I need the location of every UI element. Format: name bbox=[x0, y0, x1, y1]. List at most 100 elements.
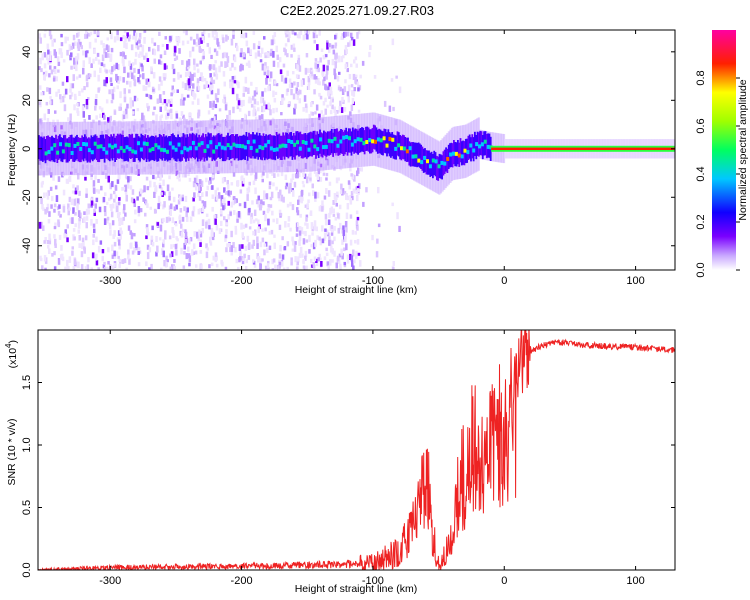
spectrogram-noise-cell bbox=[230, 245, 234, 252]
spectrogram-signal-core bbox=[319, 129, 321, 154]
spectrogram-noise-cell bbox=[306, 33, 309, 40]
spectrogram-noise-cell bbox=[300, 189, 304, 196]
spectrogram-noise-cell bbox=[286, 30, 289, 35]
spectrogram-noise-cell bbox=[269, 109, 272, 116]
spectrogram-noise-cell bbox=[282, 267, 286, 270]
spectrogram-signal-peak bbox=[301, 140, 305, 144]
spectrogram-noise-cell bbox=[74, 60, 77, 68]
spectrogram-noise-cell bbox=[147, 106, 150, 112]
spectrogram-noise-cell bbox=[209, 241, 213, 246]
spectrogram-noise-cell bbox=[298, 196, 302, 203]
spectrogram-noise-cell bbox=[211, 235, 215, 241]
spectrogram-noise-cell bbox=[50, 99, 54, 106]
spectrogram-signal-peak bbox=[293, 142, 297, 147]
spectrogram-noise-cell bbox=[100, 107, 104, 112]
spectrogram-noise-cell bbox=[38, 66, 41, 70]
spectrogram-signal-core bbox=[332, 132, 334, 157]
spectrogram-signal-peak bbox=[67, 143, 71, 148]
spectrogram-noise-cell bbox=[341, 190, 344, 196]
spectrogram-noise-cell bbox=[148, 267, 151, 270]
spectrogram-noise-cell bbox=[54, 185, 58, 190]
spectrogram-noise-cell bbox=[80, 45, 83, 50]
spectrogram-noise-cell bbox=[272, 182, 275, 187]
spectrogram-noise-cell bbox=[223, 96, 227, 104]
spectrogram-signal-core bbox=[90, 135, 93, 160]
snr-x-tick-label: -100 bbox=[362, 575, 384, 587]
spectrogram-noise-cell bbox=[350, 191, 354, 196]
spectrogram-noise-cell bbox=[189, 79, 192, 86]
spectrogram-noise-cell bbox=[223, 81, 226, 87]
spectrogram-noise-cell bbox=[192, 83, 195, 89]
colorbar-gradient bbox=[712, 30, 736, 270]
spectrogram-signal-peak bbox=[440, 160, 444, 165]
spectrogram-noise-cell bbox=[206, 43, 210, 47]
spectrogram-noise-cell bbox=[158, 201, 162, 207]
spectrogram-noise-cell bbox=[198, 229, 201, 235]
spectrogram-noise-cell bbox=[269, 71, 273, 79]
spectrogram-noise-cell bbox=[345, 193, 348, 200]
spectrogram-noise-cell bbox=[163, 99, 167, 104]
spectrogram-noise-cell bbox=[239, 256, 242, 260]
spectrogram-noise-cell bbox=[118, 106, 121, 111]
spectrogram-noise-cell bbox=[270, 48, 273, 56]
spectrogram-noise-cell bbox=[59, 214, 62, 218]
spectrogram-noise-cell bbox=[197, 235, 200, 242]
spectrogram-noise-cell bbox=[213, 72, 216, 77]
spectrogram-signal-core bbox=[81, 135, 84, 160]
spectrogram-noise-cell bbox=[132, 111, 135, 115]
spectrogram-noise-cell bbox=[177, 74, 180, 80]
spectrogram-noise-cell bbox=[392, 106, 395, 112]
spectrogram-noise-cell bbox=[275, 107, 278, 113]
colorbar-label: Normalized spectral amplitude bbox=[737, 79, 749, 220]
spectrogram-noise-cell bbox=[56, 56, 60, 62]
spectrogram-noise-cell bbox=[344, 221, 348, 228]
spectrogram-noise-cell bbox=[223, 187, 226, 193]
spectrogram-signal-core bbox=[156, 137, 158, 162]
spectrogram-noise-cell bbox=[130, 232, 134, 240]
spectrogram-noise-cell bbox=[354, 240, 357, 244]
spectrogram-noise-cell bbox=[247, 110, 251, 117]
spectrogram-noise-cell bbox=[68, 207, 71, 211]
spectrogram-noise-cell bbox=[315, 34, 318, 39]
spectrogram-noise-cell bbox=[232, 199, 235, 206]
spectrogram-signal-core bbox=[141, 135, 144, 160]
spectrogram-noise-cell bbox=[143, 55, 146, 60]
spectrogram-noise-cell bbox=[73, 104, 76, 111]
spectrogram-noise-cell bbox=[351, 260, 354, 267]
spectrogram-signal-core bbox=[302, 134, 304, 159]
spectrogram-noise-cell bbox=[333, 236, 336, 242]
spectrogram-noise-cell bbox=[212, 64, 216, 71]
spectrogram-noise-cell bbox=[165, 65, 168, 70]
spectrogram-noise-cell bbox=[335, 196, 338, 200]
spectrogram-noise-cell bbox=[233, 56, 237, 63]
spectrogram-noise-cell bbox=[323, 237, 326, 241]
spectrogram-signal-peak bbox=[180, 150, 184, 155]
spectrogram-noise-cell bbox=[141, 65, 144, 72]
spectrogram-noise-cell bbox=[258, 115, 261, 120]
spectrogram-signal-peak bbox=[183, 146, 187, 151]
spectrogram-noise-cell bbox=[125, 176, 129, 180]
spectrogram-noise-cell bbox=[286, 203, 290, 208]
spectrogram-noise-cell bbox=[234, 225, 237, 230]
spectrogram-noise-cell bbox=[242, 33, 246, 39]
spectrogram-noise-cell bbox=[74, 212, 77, 216]
spectrogram-noise-cell bbox=[325, 229, 329, 235]
spectrogram-noise-cell bbox=[351, 229, 355, 235]
spectrogram-noise-cell bbox=[259, 59, 263, 63]
spectrogram-signal-core bbox=[275, 132, 278, 157]
spectrogram-signal-core bbox=[417, 142, 420, 167]
spectrogram-noise-cell bbox=[40, 92, 43, 96]
spectrogram-noise-cell bbox=[215, 32, 218, 39]
spectrogram-noise-cell bbox=[341, 253, 344, 260]
spectrogram-noise-cell bbox=[61, 81, 65, 86]
spectrogram-noise-cell bbox=[293, 244, 297, 252]
spectrogram-noise-cell bbox=[346, 195, 349, 201]
spectrogram-signal-peak bbox=[454, 151, 458, 156]
spectrogram-noise-cell bbox=[350, 32, 353, 38]
spectrogram-noise-cell bbox=[55, 195, 59, 202]
spectrogram-signal-peak bbox=[359, 137, 363, 142]
spectrogram-noise-cell bbox=[360, 167, 363, 172]
spectrogram-noise-cell bbox=[166, 44, 169, 50]
spectrogram-noise-cell bbox=[295, 266, 299, 270]
